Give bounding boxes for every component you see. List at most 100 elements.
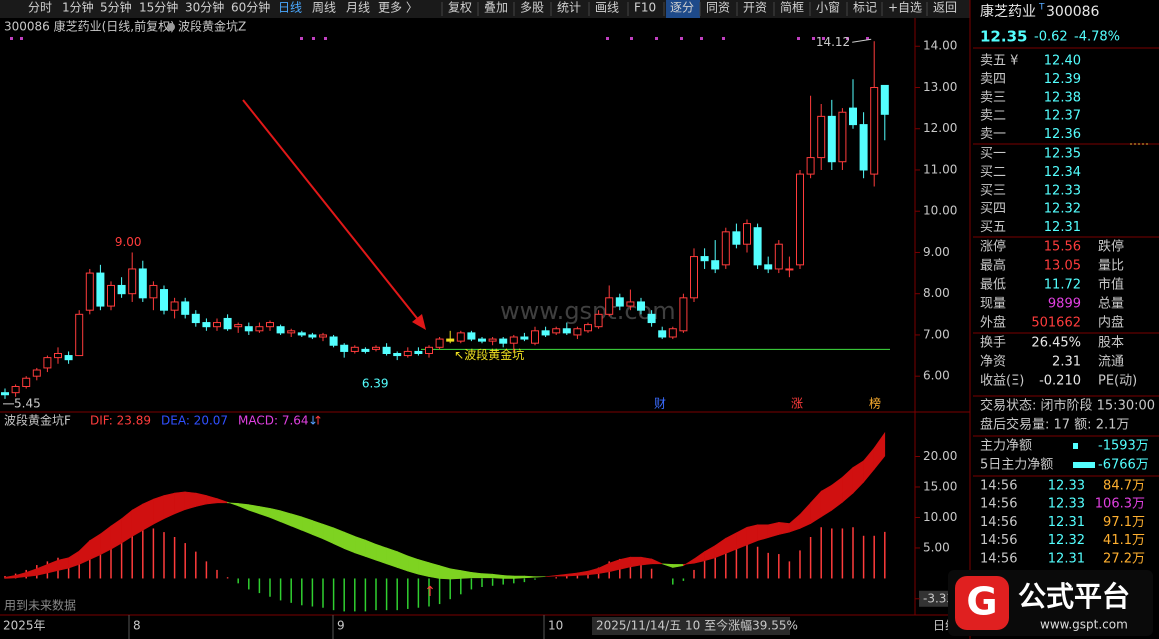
- stat-value: 26.45%: [1031, 336, 1081, 351]
- logo-url: www.gspt.com: [1040, 618, 1128, 632]
- candle-body: [700, 256, 709, 262]
- watermark: www.gspt.com: [500, 297, 676, 325]
- stat-value: 15.56: [1044, 240, 1081, 255]
- net-label: 5日主力净额: [980, 458, 1053, 473]
- tick-time: 14:56: [980, 515, 1017, 530]
- candle-body: [266, 322, 274, 328]
- candle-body: [467, 332, 476, 340]
- candle-body: [138, 268, 147, 299]
- down-arrow: ↓: [308, 414, 318, 428]
- candle-body: [234, 324, 243, 328]
- stat-value: 2.31: [1052, 355, 1081, 370]
- toolbar-tab[interactable]: 周线: [312, 1, 336, 15]
- toolbar-button[interactable]: 复权: [448, 1, 472, 15]
- macd-ribbon: [386, 547, 398, 568]
- tick-price: 12.33: [1048, 497, 1085, 512]
- candle-body: [160, 289, 168, 311]
- toolbar-button[interactable]: 统计: [557, 1, 581, 15]
- candle-body: [170, 301, 179, 311]
- toolbar-button[interactable]: 画线: [595, 1, 619, 15]
- candle-body: [43, 357, 52, 369]
- up-arrow: ↑: [313, 414, 323, 428]
- candle-body: [859, 124, 868, 171]
- candle-body: [181, 301, 190, 315]
- ask-price: 12.37: [1044, 109, 1081, 124]
- event-marker[interactable]: 涨: [791, 396, 803, 411]
- candle-body: [637, 301, 645, 311]
- candle-body: [255, 326, 264, 332]
- toolbar-tab[interactable]: 分时: [28, 1, 52, 15]
- candle-body: [668, 328, 677, 338]
- signal-dot: [312, 37, 315, 40]
- toolbar-tab[interactable]: 月线: [346, 1, 370, 15]
- toolbar-button[interactable]: F10: [634, 1, 656, 15]
- price-tick-label: 14.00: [923, 39, 957, 53]
- candle-body: [711, 260, 720, 270]
- candle-body: [827, 115, 836, 163]
- toolbar-tab[interactable]: 15分钟: [139, 0, 178, 15]
- stock-name: 康芝药业: [980, 3, 1036, 20]
- candle-body: [796, 173, 804, 266]
- candle-body: [403, 350, 412, 357]
- stat-label: 净资: [980, 355, 1006, 370]
- toolbar-tab[interactable]: 1分钟: [62, 0, 94, 15]
- ask-label: 卖一: [980, 127, 1006, 142]
- start-label: 5.45: [14, 396, 41, 410]
- signal-dot: [630, 37, 633, 40]
- toolbar-button[interactable]: 逐分: [670, 1, 694, 15]
- candle-body: [361, 348, 370, 352]
- high-pointer: [852, 38, 872, 43]
- toolbar-tab[interactable]: 更多 〉: [378, 1, 418, 15]
- candle-body: [350, 346, 359, 352]
- event-marker[interactable]: 榜: [869, 396, 881, 411]
- candle-body: [499, 338, 508, 344]
- tick-price: 12.31: [1048, 551, 1085, 566]
- candle-body: [732, 231, 741, 245]
- stat-label: 换手: [980, 336, 1006, 351]
- net-dot: [1073, 443, 1078, 449]
- peak-label: 9.00: [115, 235, 142, 249]
- stat-value: -0.210: [1039, 374, 1081, 389]
- candle-body: [75, 313, 84, 357]
- candle-body: [435, 338, 444, 348]
- toolbar-button[interactable]: 简框: [780, 1, 804, 15]
- toolbar-button[interactable]: 开资: [743, 1, 767, 15]
- macd-ribbon: [778, 522, 790, 535]
- toolbar-tab[interactable]: 60分钟: [231, 0, 270, 15]
- macd-ribbon: [651, 558, 663, 565]
- toolbar-button[interactable]: 标记: [853, 1, 877, 15]
- net-value: -6766万: [1098, 458, 1149, 473]
- macd-ribbon: [767, 521, 780, 538]
- toolbar-button[interactable]: 多股: [520, 1, 544, 15]
- candle-body: [64, 355, 73, 361]
- toolbar-tab[interactable]: 30分钟: [185, 0, 224, 15]
- candle-body: [149, 284, 158, 299]
- bid-price: 12.32: [1044, 202, 1081, 217]
- toolbar-button[interactable]: 小窗: [816, 1, 840, 15]
- toolbar-tab[interactable]: 5分钟: [100, 0, 132, 15]
- candle-body: [679, 297, 688, 332]
- candle-body: [584, 324, 592, 332]
- tick-amount: 106.3万: [1095, 497, 1145, 512]
- candle-body: [690, 256, 698, 299]
- signal-dot: [866, 37, 869, 40]
- candle-body: [552, 328, 561, 334]
- price: 12.35: [980, 28, 1027, 46]
- toolbar-button[interactable]: 返回: [933, 1, 957, 15]
- candle-body: [54, 352, 62, 359]
- candle-body: [297, 332, 306, 336]
- macd-ribbon: [354, 535, 366, 557]
- macd-ribbon: [513, 575, 525, 579]
- toolbar-button[interactable]: +自选: [888, 1, 922, 15]
- toolbar-tab[interactable]: 日线: [278, 1, 302, 15]
- bid-price: 12.31: [1044, 220, 1081, 235]
- ask-label: 卖三: [980, 90, 1006, 105]
- tick-time: 14:56: [980, 479, 1017, 494]
- toolbar-button[interactable]: 同资: [706, 1, 730, 15]
- dea-label: DEA: 20.07: [161, 414, 228, 428]
- candle-body: [785, 268, 794, 271]
- candle-body: [753, 227, 762, 266]
- toolbar-button[interactable]: 叠加: [484, 1, 508, 15]
- event-marker[interactable]: 财: [654, 397, 666, 411]
- bid-price: 12.33: [1044, 183, 1081, 198]
